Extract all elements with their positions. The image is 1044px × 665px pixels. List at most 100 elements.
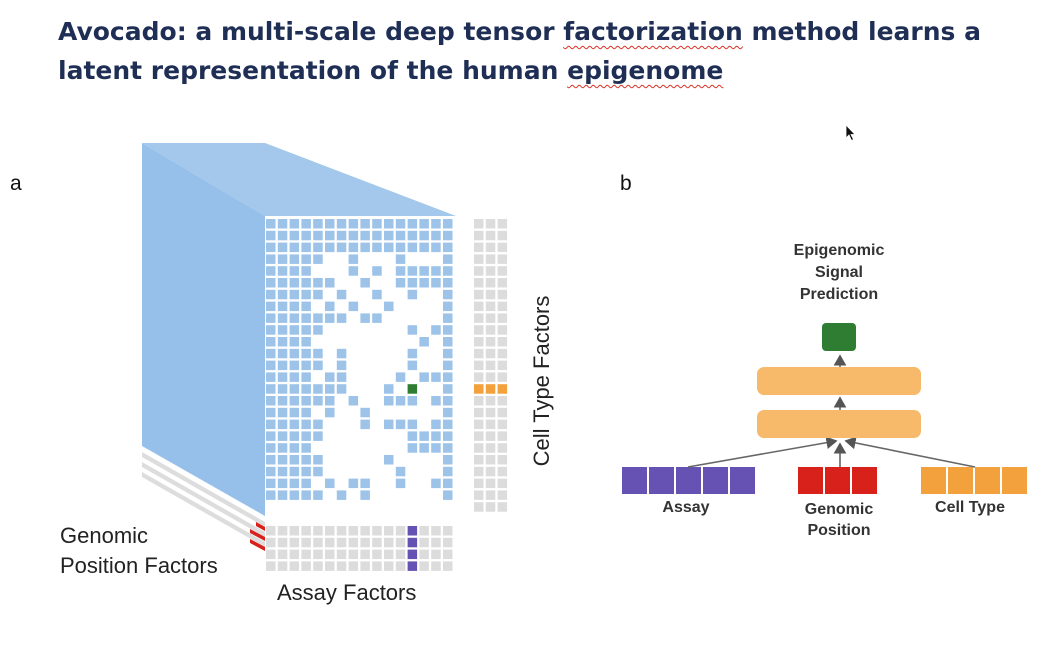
cell-type-factor-cell [497,230,508,241]
cell-type-factor-cell [485,337,496,347]
tensor-cell [360,278,370,288]
cell-type-factor-cell [485,431,496,441]
tensor-cell [301,360,311,371]
tensor-cell [443,443,453,453]
assay-factor-cell [372,526,382,536]
cell-type-factor-highlight [474,384,484,394]
cell-type-factor-cell [485,490,496,500]
tensor-cell [289,490,300,500]
tensor-cell [384,384,394,394]
tensor-cell [431,443,441,453]
tensor-cell [419,266,429,276]
cell-type-factor-cell [497,313,508,323]
tensor-cell [301,455,311,465]
tensor-cell [301,431,311,441]
tensor-cell [266,443,276,453]
assay-factor-cell [419,537,429,548]
tensor-cell [384,230,394,241]
tensor-cell [407,360,418,371]
tensor-cell [384,301,394,312]
tensor-cell [289,396,300,406]
tensor-cell [277,278,288,288]
cell-type-factor-cell [474,289,484,300]
cell-type-factor-cell [474,466,484,477]
tensor-cell [266,230,276,241]
cell-type-factor-cell [485,455,496,465]
tensor-cell [277,443,288,453]
tensor-cell [289,266,300,276]
assay-factor-cell [431,537,441,548]
assay-factor-cell [313,549,323,560]
tensor-cell [360,242,370,253]
tensor-cell [325,478,335,489]
assay-factor-cell [301,537,311,548]
assay-factor-cell [301,561,311,571]
cell-type-factor-cell [485,396,496,406]
tensor-cell [348,266,359,276]
tensor-cell [407,419,418,430]
cell-type-factor-cell [497,254,508,264]
panel-a-letter: a [10,172,22,195]
cell-type-factor-cell [497,219,508,229]
tensor-cell [277,431,288,441]
assay-factor-cell [336,561,347,571]
cell-type-factor-cell [497,443,508,453]
assay-factor-cell [384,561,394,571]
tensor-cell [313,289,323,300]
tensor-cell [395,266,406,276]
genomic-position-marker [256,522,265,531]
assay-factor-cell [384,526,394,536]
tensor-cell [289,254,300,264]
tensor-cell [289,219,300,229]
tensor-cell [443,313,453,323]
tensor-cell [407,325,418,335]
tensor-cell [372,266,382,276]
cell-type-factor-cell [497,396,508,406]
tensor-cell [395,372,406,382]
tensor-cell [289,230,300,241]
tensor-cell [313,325,323,335]
cell-type-factor-cell [497,407,508,418]
cell-type-factor-cell [474,502,484,512]
tensor-cell [289,313,300,323]
cell-type-factor-cell [485,419,496,430]
cell-type-factor-cell [474,360,484,371]
genomic-position-input-line2: Position [807,522,871,539]
tensor-cell [407,396,418,406]
tensor-cell [266,455,276,465]
tensor-cell [266,289,276,300]
tensor-cell [443,348,453,359]
cell-type-factor-cell [485,230,496,241]
assay-factor-cell [372,537,382,548]
tensor-cell [277,384,288,394]
output-label-line1: Epigenomic [793,242,885,259]
tensor-cell [266,301,276,312]
tensor-cell [431,372,441,382]
tensor-cell [395,242,406,253]
tensor-cell [431,325,441,335]
tensor-cell [266,348,276,359]
tensor-cell [313,431,323,441]
genomic-position-marker [250,539,265,551]
tensor-cell [360,419,370,430]
cell-type-factor-cell [474,325,484,335]
hidden-layer-1 [757,410,921,438]
cell-type-factor-cell [497,466,508,477]
tensor-cell [443,337,453,347]
cell-type-factor-cell [497,490,508,500]
tensor-cell [348,242,359,253]
tensor-cell [266,266,276,276]
tensor-cell [336,219,347,229]
cell-type-factor-cell [485,242,496,253]
tensor-cell [395,478,406,489]
tensor-cell [431,419,441,430]
tensor-cell [407,431,418,441]
tensor-cell [301,337,311,347]
cell-type-factor-cell [485,360,496,371]
cell-type-factor-cell [474,337,484,347]
tensor-cell [384,396,394,406]
tensor-cell [372,242,382,253]
cell-type-factor-cell [497,289,508,300]
tensor-cell [313,348,323,359]
